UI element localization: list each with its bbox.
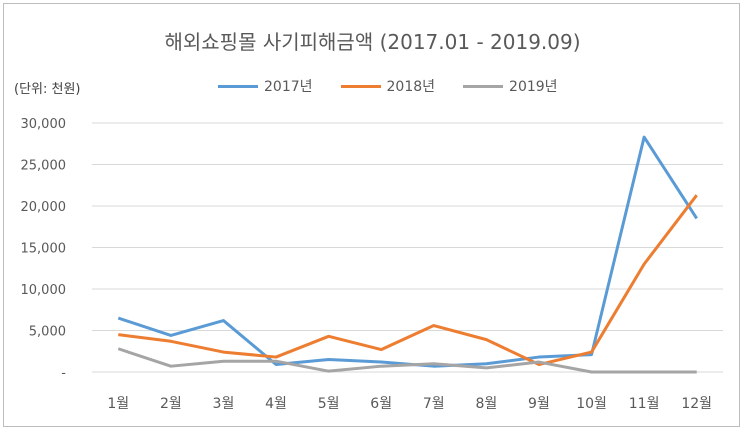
x-tick-label: 4월 bbox=[265, 396, 287, 412]
legend-label: 2017년 bbox=[264, 79, 313, 95]
y-tick-label: 10,000 bbox=[21, 283, 67, 298]
x-tick-label: 5월 bbox=[318, 396, 340, 412]
series-line-2018년 bbox=[118, 194, 698, 367]
y-tick-label: 25,000 bbox=[21, 159, 67, 174]
x-tick-label: 7월 bbox=[423, 396, 445, 412]
x-tick-label: 3월 bbox=[213, 396, 235, 412]
legend-item-2019: 2019년 bbox=[463, 76, 558, 96]
legend: 2017년 2018년 2019년 bbox=[218, 76, 558, 96]
x-tick-label: 9월 bbox=[528, 396, 550, 412]
unit-label: (단위: 천원) bbox=[14, 82, 81, 97]
x-tick-label: 2월 bbox=[160, 396, 182, 412]
x-tick-label: 12월 bbox=[681, 396, 712, 412]
legend-item-2018: 2018년 bbox=[340, 76, 436, 96]
legend-label: 2019년 bbox=[509, 79, 558, 95]
y-tick-label: 30,000 bbox=[21, 117, 67, 132]
legend-swatch bbox=[218, 84, 258, 88]
y-tick-label: 5,000 bbox=[29, 325, 66, 340]
x-tick-label: 1월 bbox=[107, 396, 129, 412]
y-tick-label: 20,000 bbox=[21, 200, 67, 215]
series-line-2019년 bbox=[117, 347, 697, 374]
x-tick-label: 8월 bbox=[475, 396, 497, 412]
legend-item-2017: 2017년 bbox=[218, 76, 313, 96]
chart-frame bbox=[3, 3, 740, 427]
legend-swatch bbox=[463, 84, 504, 88]
chart-title: 해외쇼핑몰 사기피해금액 (2017.01 - 2019.09) bbox=[164, 30, 581, 54]
x-tick-label: 10월 bbox=[576, 396, 607, 412]
x-tick-label: 11월 bbox=[629, 396, 660, 412]
y-tick-label: - bbox=[61, 366, 66, 381]
legend-label: 2018년 bbox=[386, 79, 436, 95]
series-line-2017년 bbox=[117, 135, 698, 368]
x-tick-label: 6월 bbox=[370, 396, 392, 412]
legend-swatch bbox=[340, 84, 381, 88]
y-tick-label: 15,000 bbox=[21, 242, 67, 257]
